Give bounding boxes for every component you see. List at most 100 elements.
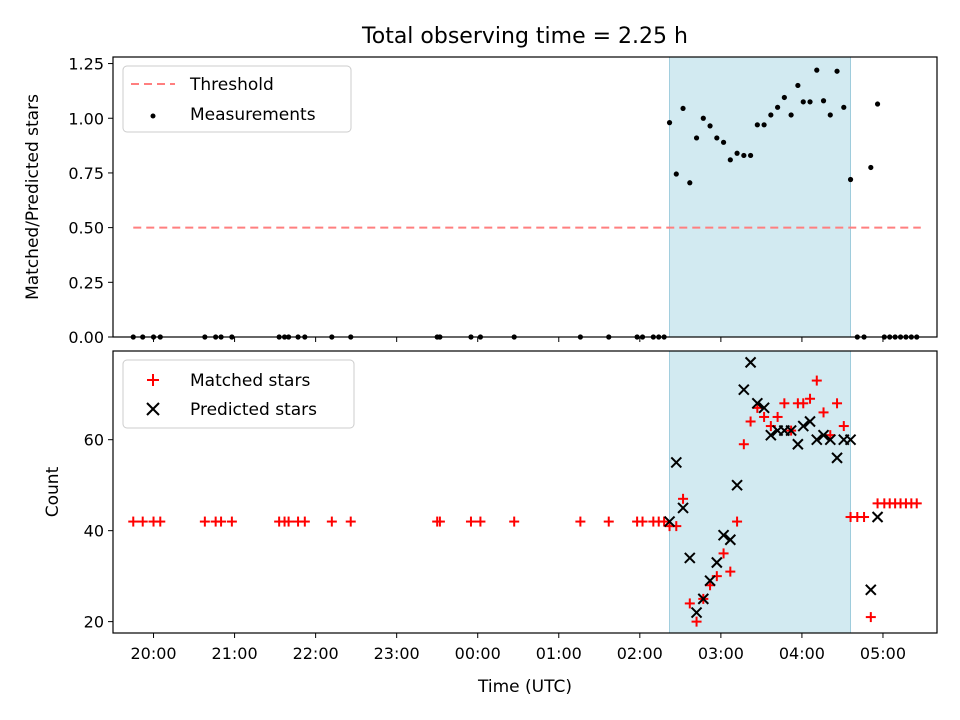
top-y-tick-label: 0.50: [68, 219, 104, 238]
matched-stars-point: [759, 411, 770, 422]
figure-title: Total observing time = 2.25 h: [361, 24, 688, 49]
matched-stars-point: [155, 516, 166, 527]
measurement-point: [734, 150, 740, 156]
matched-stars-point: [199, 516, 210, 527]
measurement-point: [714, 135, 720, 141]
measurement-point: [807, 99, 813, 105]
matched-stars-point: [811, 375, 822, 386]
measurement-point: [814, 67, 820, 73]
measurement-point: [680, 105, 686, 112]
matched-stars-point: [832, 398, 843, 409]
matched-stars-point: [216, 516, 227, 527]
top-y-axis-label: Matched/Predicted stars: [23, 94, 43, 300]
matched-stars-point: [509, 516, 520, 527]
matched-stars-point: [637, 516, 648, 527]
measurement-point: [800, 99, 806, 105]
x-tick-label: 20:00: [130, 644, 176, 663]
matched-stars-point: [465, 516, 476, 527]
x-tick-label: 04:00: [779, 644, 825, 663]
measurement-point: [687, 180, 693, 186]
matched-stars-point: [434, 516, 445, 527]
measurement-point: [834, 68, 840, 74]
predicted-stars-point: [717, 529, 730, 541]
bottom-legend-box: [122, 359, 355, 429]
bottom-x-axis-label: Time (UTC): [477, 677, 572, 697]
bottom-legend: Matched stars Predicted stars: [122, 359, 355, 429]
measurement-point: [820, 98, 827, 104]
matched-stars-point: [859, 512, 870, 523]
top-legend: Threshold Measurements: [122, 65, 352, 133]
predicted-stars-point: [731, 479, 743, 491]
measurement-point: [775, 104, 781, 110]
matched-stars-point: [732, 516, 743, 527]
legend-threshold-label: Threshold: [189, 75, 274, 95]
measurement-point: [720, 139, 727, 145]
predicted-stars-point: [758, 402, 770, 414]
measurement-point: [827, 112, 833, 118]
matched-stars-point: [865, 612, 876, 623]
predicted-stars-point: [738, 383, 750, 396]
bottom-observing-window: [669, 350, 851, 634]
matched-stars-point: [603, 516, 614, 527]
predicted-stars-point: [792, 438, 804, 450]
top-y-tick-label: 0.75: [68, 164, 104, 183]
matched-stars-point: [691, 616, 702, 627]
bottom-y-tick-label: 20: [84, 613, 104, 632]
matched-stars-point: [326, 516, 337, 527]
x-tick-label: 01:00: [536, 644, 582, 663]
measurement-point: [673, 171, 679, 177]
legend-matched-swatch: [147, 374, 159, 386]
predicted-stars-point: [785, 424, 797, 437]
matched-stars-point: [475, 516, 486, 527]
measurement-point: [788, 112, 794, 118]
predicted-stars-point: [724, 534, 737, 546]
matched-stars-point: [684, 598, 695, 609]
top-y-tick-label: 0.25: [68, 273, 104, 292]
matched-stars-point: [137, 516, 148, 527]
bottom-y-tick-label: 40: [84, 522, 104, 541]
measurement-point: [693, 135, 700, 141]
predicted-stars-point: [663, 515, 676, 528]
measurement-point: [841, 104, 847, 110]
matched-stars-point: [779, 398, 790, 409]
predicted-stars-point: [804, 415, 816, 428]
measurement-point: [707, 123, 713, 129]
predicted-stars-point: [817, 429, 830, 441]
measurement-point: [700, 115, 706, 121]
legend-matched-label: Matched stars: [190, 371, 310, 391]
measurement-point: [781, 94, 787, 101]
predicted-stars-point: [697, 593, 710, 605]
top-y-tick-label: 0.00: [68, 328, 104, 347]
matched-stars-point: [738, 439, 749, 450]
top-legend-box: [122, 65, 352, 133]
predicted-stars-point: [871, 511, 884, 523]
x-tick-label: 22:00: [293, 644, 339, 663]
predicted-stars-point: [690, 606, 703, 619]
predicted-stars-point: [684, 552, 696, 564]
predicted-stars-point: [797, 420, 809, 432]
matched-stars-point: [805, 393, 816, 404]
bottom-panel-frame: [112, 350, 938, 634]
predicted-stars-point: [844, 433, 857, 446]
measurement-point: [666, 120, 673, 126]
matched-stars-point: [718, 548, 729, 559]
matched-stars-point: [299, 516, 310, 527]
measurement-point: [874, 101, 881, 107]
x-tick-label: 03:00: [698, 644, 744, 663]
matched-stars-point: [678, 493, 689, 504]
predicted-stars-point: [831, 452, 843, 464]
matched-stars-point: [283, 516, 294, 527]
matched-stars-point: [575, 516, 586, 527]
predicted-stars-point: [811, 433, 823, 446]
measurement-point: [847, 176, 854, 183]
bottom-y-tick-label: 60: [84, 431, 104, 450]
bottom-panel: 20 40 60 20:00 21:00 22:00 23:00 00:00 01:00 02:0…: [43, 350, 938, 697]
measurement-point: [741, 152, 747, 159]
matched-stars-point: [838, 421, 849, 432]
top-y-tick-label: 1.25: [68, 55, 104, 74]
predicted-stars-point: [711, 556, 723, 569]
matched-stars-point: [911, 498, 922, 509]
top-observing-window: [669, 56, 851, 338]
x-tick-label: 00:00: [455, 644, 501, 663]
measurement-point: [868, 164, 874, 171]
